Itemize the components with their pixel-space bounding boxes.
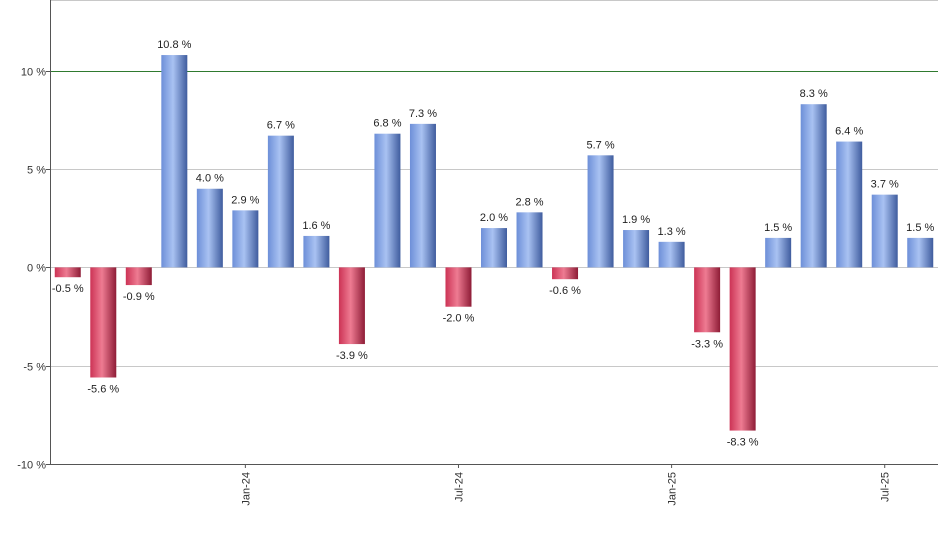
data-label: -2.0 % <box>443 313 475 325</box>
bar <box>765 237 792 268</box>
data-label: 2.9 % <box>231 194 259 206</box>
data-label: -0.6 % <box>549 285 581 297</box>
data-label: 10.8 % <box>157 39 191 51</box>
bar <box>481 228 507 268</box>
axes: 10 % 5 % 0 % -5 % -10 % Jan-24 Jul-24 Jan-25 Jul… <box>17 0 938 506</box>
data-label: 1.6 % <box>302 220 330 232</box>
bar <box>374 133 401 268</box>
bar <box>232 210 259 268</box>
data-labels: -0.5 % -5.6 % -0.9 % 10.8 % 4.0 % 2.9 % 6.7 % 1… <box>52 39 935 449</box>
bar <box>836 141 863 268</box>
bar <box>694 267 721 333</box>
data-label: -0.9 % <box>123 291 155 303</box>
bar <box>125 267 152 286</box>
bar <box>552 267 579 280</box>
bar <box>623 230 650 268</box>
bar <box>196 188 223 268</box>
data-label: 4.0 % <box>196 173 224 185</box>
data-label: 8.3 % <box>800 88 828 100</box>
bar <box>338 267 365 345</box>
x-tick-label: Jan-25 <box>667 472 679 506</box>
y-tick-label: 0 % <box>27 263 46 275</box>
y-tick-label: 5 % <box>27 165 46 177</box>
y-tick-label: -10 % <box>17 460 46 472</box>
data-label: -3.3 % <box>691 338 723 350</box>
data-label: 3.7 % <box>871 179 899 191</box>
x-tick-label: Jul-24 <box>453 472 465 502</box>
data-label: 1.5 % <box>906 222 934 234</box>
bar <box>54 267 81 278</box>
y-tick-label: -5 % <box>23 362 46 374</box>
data-label: 2.0 % <box>480 212 508 224</box>
bar <box>267 135 294 268</box>
data-label: -0.5 % <box>52 283 84 295</box>
bar <box>90 267 117 378</box>
data-label: -5.6 % <box>87 383 119 395</box>
data-label: 6.8 % <box>373 118 401 130</box>
data-label: 6.4 % <box>835 126 863 138</box>
bar <box>907 237 934 268</box>
bar <box>658 241 685 268</box>
data-label: 2.8 % <box>515 196 543 208</box>
bar <box>409 123 436 268</box>
data-label: -3.9 % <box>336 350 368 362</box>
bars <box>54 55 934 431</box>
data-label: 1.9 % <box>622 214 650 226</box>
x-tick-label: Jul-25 <box>880 472 892 502</box>
data-label: 1.3 % <box>658 226 686 238</box>
bar <box>729 267 756 431</box>
bar <box>161 55 188 268</box>
bar <box>800 104 827 268</box>
data-label: 7.3 % <box>409 108 437 120</box>
data-label: 1.5 % <box>764 222 792 234</box>
bar <box>303 235 330 268</box>
bar <box>587 155 614 268</box>
x-tick-label: Jan-24 <box>240 472 252 506</box>
data-label: -8.3 % <box>727 437 759 449</box>
bar <box>445 267 472 307</box>
data-label: 6.7 % <box>267 120 295 132</box>
data-label: 5.7 % <box>586 139 614 151</box>
bar <box>516 212 543 268</box>
y-tick-label: 10 % <box>21 67 46 79</box>
bar <box>871 194 898 268</box>
